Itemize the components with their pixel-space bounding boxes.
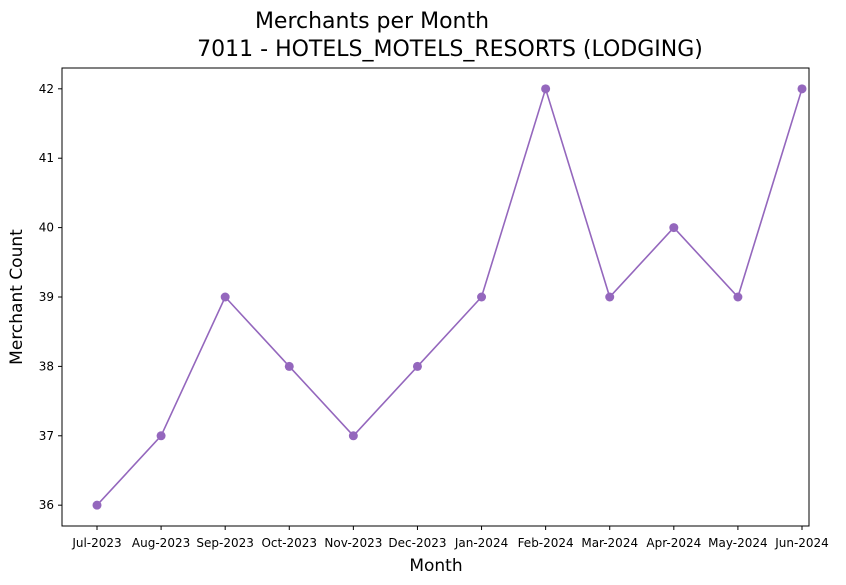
x-tick-label: Sep-2023 — [196, 536, 254, 550]
chart-title: Merchants per Month — [255, 9, 489, 34]
data-point — [605, 292, 615, 302]
x-tick-label: Aug-2023 — [132, 536, 190, 550]
x-tick-label: Oct-2023 — [261, 536, 317, 550]
y-axis: 36 37 38 39 40 41 42 — [39, 82, 62, 512]
x-tick-label: Nov-2023 — [324, 536, 382, 550]
plot-area-frame — [61, 67, 810, 527]
x-tick-label: Jun-2024 — [774, 536, 829, 550]
x-tick-label: Mar-2024 — [581, 536, 638, 550]
series-layer — [92, 84, 807, 510]
y-tick-label: 42 — [39, 82, 54, 96]
x-tick-label: Apr-2024 — [646, 536, 701, 550]
y-tick-label: 39 — [39, 290, 54, 304]
data-point — [412, 361, 422, 371]
x-tick-label: Dec-2023 — [388, 536, 446, 550]
x-tick-label: Jan-2024 — [454, 536, 508, 550]
data-point — [797, 84, 807, 94]
y-tick-label: 38 — [39, 359, 54, 373]
x-axis: Jul-2023 Aug-2023 Sep-2023 Oct-2023 Nov-2023… — [71, 526, 829, 550]
x-tick-label: Feb-2024 — [518, 536, 574, 550]
data-point — [669, 223, 679, 233]
data-point — [220, 292, 230, 302]
data-point — [541, 84, 551, 94]
data-point — [348, 431, 358, 441]
data-point — [733, 292, 743, 302]
x-axis-title: Month — [409, 556, 462, 576]
series-line — [96, 86, 803, 506]
y-tick-label: 37 — [39, 429, 54, 443]
chart-subtitle: 7011 - HOTELS_MOTELS_RESORTS (LODGING) — [197, 37, 703, 62]
data-point — [156, 431, 166, 441]
y-tick-label: 40 — [39, 221, 54, 235]
data-point — [477, 292, 487, 302]
x-tick-label: May-2024 — [708, 536, 767, 550]
y-tick-label: 41 — [39, 151, 54, 165]
x-tick-label: Jul-2023 — [71, 536, 121, 550]
y-axis-title: Merchant Count — [7, 229, 27, 365]
data-point — [92, 500, 102, 510]
data-point — [284, 361, 294, 371]
y-tick-label: 36 — [39, 498, 54, 512]
